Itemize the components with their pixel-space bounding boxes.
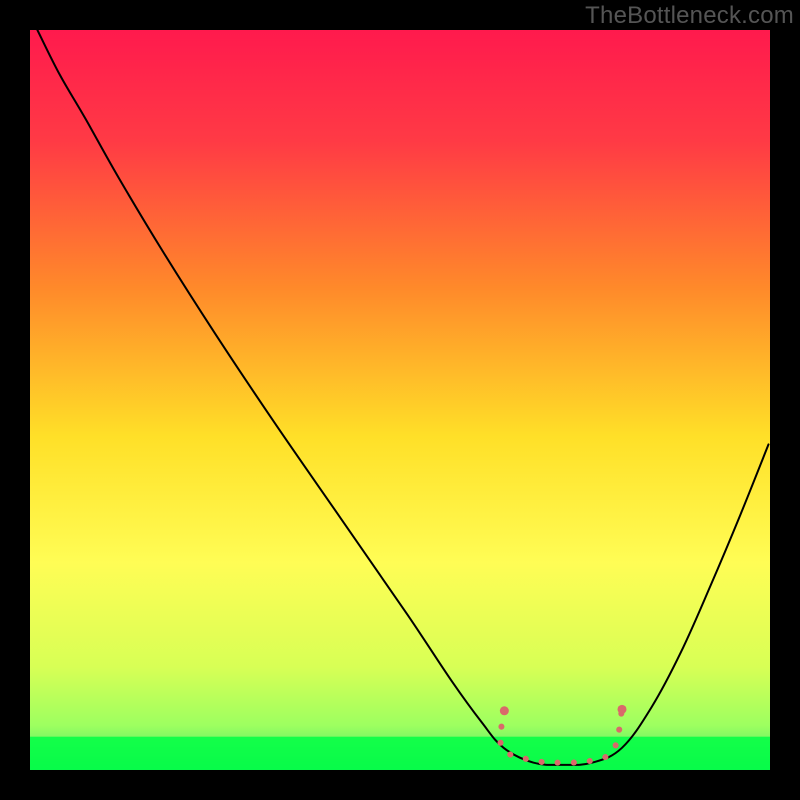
plot-overlay [30,30,770,770]
watermark-text: TheBottleneck.com [585,2,794,30]
highlight-segment [500,709,622,762]
curve-line [37,30,768,765]
figure: TheBottleneck.com [0,0,800,800]
highlight-end-marker [618,705,627,714]
highlight-start-marker [500,706,509,715]
plot-area [30,30,770,770]
